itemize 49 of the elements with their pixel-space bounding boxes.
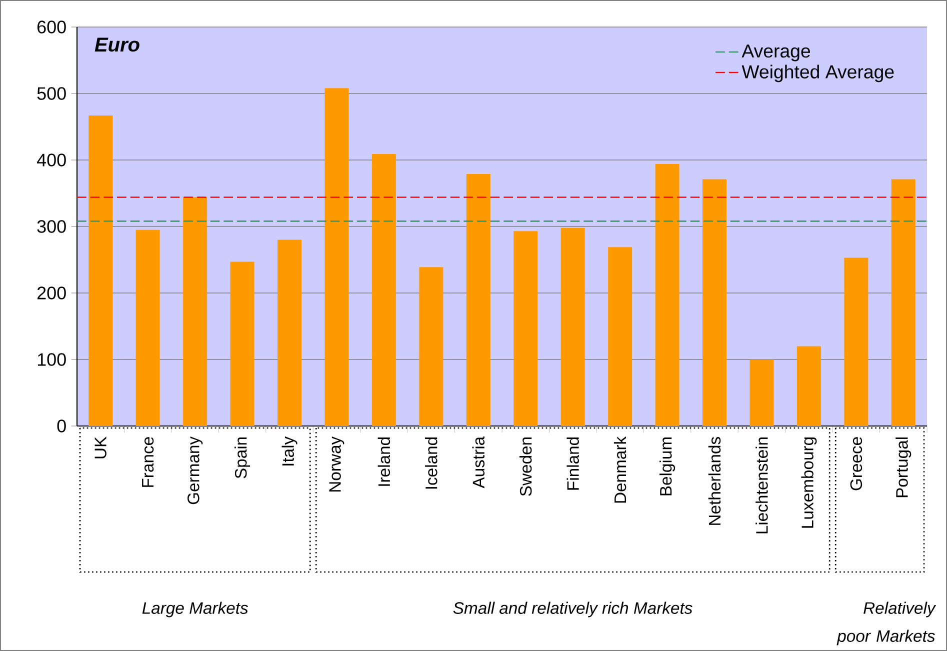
bar bbox=[608, 247, 632, 426]
x-tick-label: UK bbox=[94, 436, 106, 458]
x-tick-label: Germany bbox=[188, 436, 203, 504]
x-tick-label: Portugal bbox=[896, 438, 912, 498]
y-tick-label: 200 bbox=[37, 286, 66, 300]
bar bbox=[560, 228, 585, 426]
bar bbox=[372, 154, 396, 426]
bar bbox=[183, 197, 208, 426]
x-tick-label: Luxembourg bbox=[801, 437, 817, 528]
x-tick-label: Sweden bbox=[519, 438, 532, 496]
bar bbox=[844, 258, 868, 426]
bar bbox=[419, 267, 444, 426]
bar bbox=[514, 231, 538, 426]
x-tick-label: Italy bbox=[282, 436, 298, 466]
text: Large Markets bbox=[142, 602, 248, 618]
x-tick-label: Spain bbox=[234, 438, 250, 478]
bar bbox=[750, 360, 774, 426]
text: Relatively poor Markets bbox=[836, 602, 936, 646]
x-tick-label: Belgium bbox=[660, 438, 676, 496]
y-tick-label: 0 bbox=[57, 420, 66, 432]
y-tick-label: 100 bbox=[38, 353, 66, 366]
x-tick-label: Liechtenstein bbox=[756, 438, 768, 534]
bar bbox=[278, 240, 302, 426]
y-tick-label: 400 bbox=[36, 154, 66, 166]
x-tick-label: Austria bbox=[472, 436, 485, 488]
x-tick-label: Denmark bbox=[614, 436, 626, 503]
bar bbox=[796, 346, 821, 426]
bar bbox=[324, 88, 349, 426]
legend-label: Weighted Average bbox=[742, 64, 894, 82]
text: Small and relatively rich Markets bbox=[453, 602, 692, 618]
legend-label: Average bbox=[742, 44, 810, 62]
x-tick-label: Norway bbox=[329, 436, 344, 492]
chart-title: Euro bbox=[94, 38, 140, 52]
x-tick-label: Iceland bbox=[425, 437, 438, 489]
bar bbox=[230, 262, 254, 426]
bar bbox=[891, 179, 916, 426]
bar bbox=[88, 115, 113, 426]
x-tick-label: Ireland bbox=[378, 437, 390, 486]
x-tick-label: Netherlands bbox=[708, 437, 721, 525]
x-tick-label: Greece bbox=[850, 437, 862, 490]
y-tick-label: 300 bbox=[37, 220, 66, 233]
x-tick-label: Finland bbox=[566, 437, 579, 490]
bar bbox=[702, 179, 726, 426]
bar bbox=[466, 174, 490, 426]
bar bbox=[655, 164, 680, 426]
x-tick-label: France bbox=[142, 437, 154, 487]
y-tick-label: 600 bbox=[37, 20, 66, 34]
y-tick-label: 500 bbox=[37, 87, 66, 100]
bar bbox=[136, 230, 160, 426]
